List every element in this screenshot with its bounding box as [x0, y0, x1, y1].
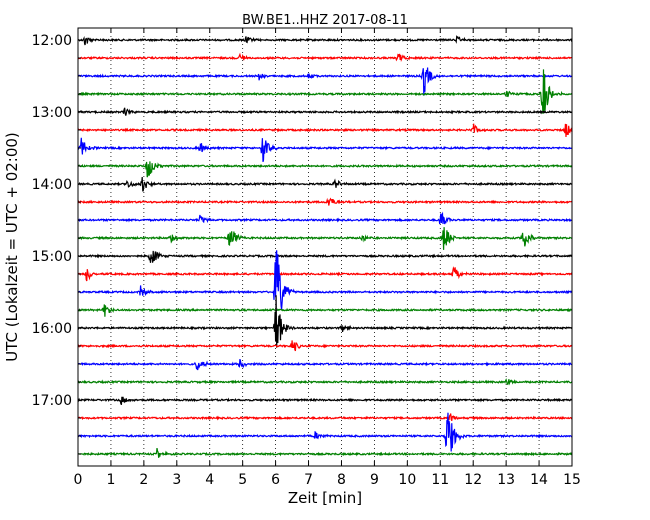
trace-16-15 [77, 340, 573, 352]
x-tick-label: 6 [271, 472, 280, 488]
y-tick-label: 13:00 [32, 105, 72, 121]
trace-13-00 [77, 107, 573, 116]
x-tick-label: 11 [431, 472, 449, 488]
y-tick-label: 17:00 [32, 393, 72, 409]
trace-12-00 [77, 34, 573, 46]
y-tick-label: 15:00 [32, 249, 72, 265]
trace-13-45 [77, 161, 573, 178]
plot-frame [77, 27, 573, 467]
x-tick-label: 14 [530, 472, 548, 488]
x-tick-label: 15 [563, 472, 581, 488]
x-tick-label: 1 [106, 472, 115, 488]
trace-12-15 [77, 52, 573, 62]
x-tick-label: 8 [337, 472, 346, 488]
axis-ticks: 0 1 2 3 4 5 6 7 8 9 10 11 12 13 14 1512:0013:0014:0015:… [32, 28, 581, 488]
trace-17-15 [77, 413, 573, 422]
y-tick-label: 14:00 [32, 177, 72, 193]
trace-15-30 [77, 250, 573, 310]
trace-16-30 [77, 359, 573, 371]
trace-15-15 [77, 266, 573, 282]
trace-17-45 [78, 447, 573, 458]
trace-13-15 [77, 123, 573, 138]
x-tick-label: 2 [139, 472, 148, 488]
trace-12-45 [77, 69, 573, 114]
trace-14-30 [77, 211, 573, 225]
trace-14-00 [77, 176, 573, 192]
x-tick-label: 9 [370, 472, 379, 488]
trace-15-00 [77, 250, 573, 263]
x-axis-label: Zeit [min] [288, 489, 362, 507]
x-tick-label: 12 [464, 472, 482, 488]
x-tick-label: 5 [238, 472, 247, 488]
trace-12-30 [77, 67, 573, 96]
trace-14-45 [77, 227, 573, 250]
x-tick-label: 10 [398, 472, 416, 488]
x-tick-label: 0 [74, 472, 83, 488]
x-tick-label: 7 [304, 472, 313, 488]
trace-14-15 [77, 197, 573, 206]
x-tick-label: 4 [205, 472, 214, 488]
trace-13-30 [77, 137, 573, 162]
trace-17-30 [77, 412, 573, 452]
x-tick-label: 13 [497, 472, 515, 488]
chart-title: BW.BE1..HHZ 2017-08-11 [242, 13, 408, 28]
trace-16-45 [77, 378, 573, 386]
x-tick-label: 3 [172, 472, 181, 488]
trace-15-45 [77, 304, 573, 317]
y-axis-label: UTC (Lokalzeit = UTC + 02:00) [3, 132, 21, 362]
trace-16-00 [77, 295, 573, 348]
y-tick-label: 12:00 [32, 33, 72, 49]
y-tick-label: 16:00 [32, 321, 72, 337]
seismogram-traces [77, 34, 573, 458]
trace-17-00 [77, 396, 573, 406]
